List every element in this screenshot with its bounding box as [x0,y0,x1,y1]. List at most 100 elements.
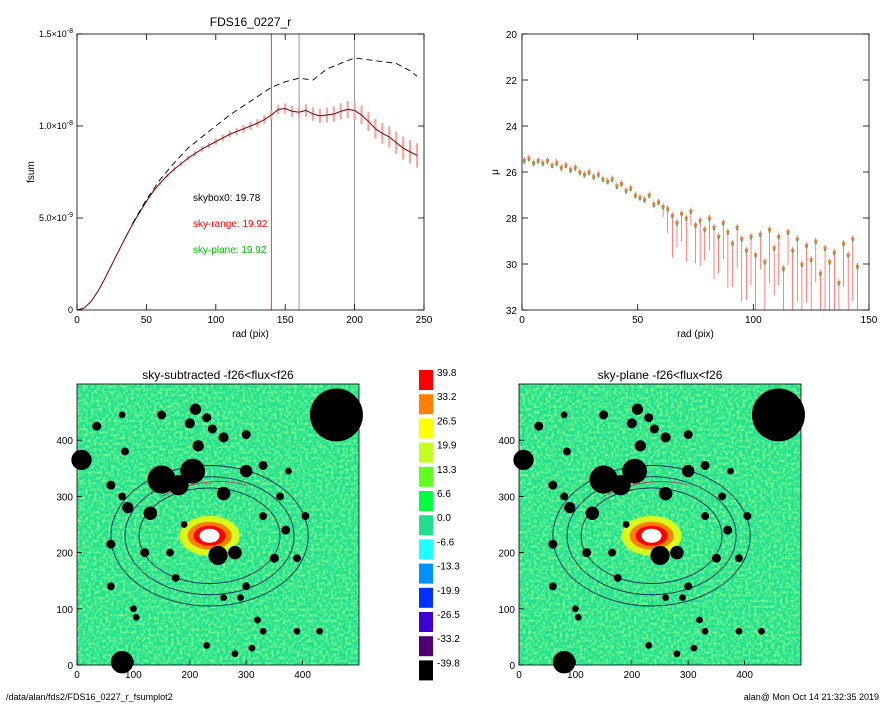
mask-blob [700,460,710,470]
colorbar-label: -13.3 [437,562,460,573]
mu-data-point [763,260,767,264]
mu-data-point [629,186,633,190]
mu-data-point [712,225,716,229]
fsum-profile-plot: FDS16_0227_r 0 50 100 150 200 250 0 5.0×10-9 1.0×… [26,15,433,340]
isophote-ellipse [110,465,309,607]
mu-data-point [582,172,586,176]
colorbar-swatch [419,636,433,657]
mu-data-point-alt [745,251,748,254]
mask-blob [269,553,279,563]
mu-data-point-alt [574,168,577,171]
mu-data-point-alt [634,196,637,198]
mu-data-point [749,234,753,238]
mu-data-point [814,239,818,243]
mask-blob [735,627,743,635]
mask-blob [316,627,323,635]
mu-data-point-alt [796,239,799,242]
mu-data-point-alt [588,173,591,175]
mask-blob [92,421,102,431]
mask-blob [650,545,670,565]
colorbar-label: -19.9 [437,586,460,597]
mask-blob [626,418,637,429]
fsum-xtick-label: 50 [141,315,153,326]
image-ytick-label: 0 [67,661,73,672]
mask-blob [248,644,256,652]
mu-data-point [666,207,670,211]
mu-data-point [795,237,799,241]
mask-blob [192,440,204,452]
fsum-sky-annotation: sky-plane: 19.92 [193,245,267,256]
mask-blob [242,582,251,591]
fsum-xaxis-label: rad (pix) [232,329,269,340]
mask-blob [220,594,228,601]
mu-data-point [555,161,559,165]
fsum-ytick-label: 5.0×10-9 [39,212,73,223]
mask-blob [239,464,253,478]
mu-data-point-alt [851,239,854,242]
fsum-xtick-label: 200 [346,315,363,326]
mu-data-point [545,159,549,162]
mu-data-point-alt [560,168,563,171]
mu-data-point-alt [726,232,729,235]
mu-data-point-alt [551,166,554,169]
mu-data-point [758,232,762,236]
mu-data-point [587,170,591,174]
mask-blob [513,449,534,470]
mu-data-point-alt [662,207,665,210]
mask-blob [644,413,654,423]
mu-data-point-alt [541,163,544,166]
colorbar-swatch [419,491,433,511]
mu-data-point [855,264,859,268]
mu-data-point-alt [722,223,725,226]
mu-data-point-alt [773,248,776,251]
mu-data-point [735,225,739,229]
mask-blob [684,582,693,591]
galaxy-core [641,528,662,543]
mask-blob [582,548,592,558]
mu-data-point-alt [638,198,641,201]
mu-data-point [541,161,545,165]
mu-data-point [610,177,614,181]
image-ytick-label: 200 [498,549,515,560]
mask-blob [106,539,116,549]
mu-data-point [536,159,540,162]
mu-data-point [633,193,637,197]
mask-blob [122,502,134,514]
mu-data-point [772,246,776,250]
mu-data-point-alt [652,205,655,208]
mu-yaxis-label: μ [490,169,501,175]
mask-blob [735,554,743,563]
mask-blob [71,449,92,470]
mask-blob [622,521,630,528]
mu-data-point [661,205,665,208]
mask-blob [670,545,684,560]
mu-data-point-alt [555,163,558,166]
mask-blob [679,594,686,601]
mu-data-point [606,179,610,183]
colorbar-swatch [419,466,433,487]
mu-data-point [777,234,781,238]
mask-blob [548,480,558,490]
mu-data-point-alt [597,175,600,178]
mu-data-point-alt [620,184,623,187]
mu-profile-plot: 0 50 100 150 20 22 24 26 28 30 32 rad (pix) μ [490,30,878,340]
mu-xaxis-label: rad (pix) [677,329,714,340]
mu-data-point-alt [708,219,711,221]
mu-data-point-alt [717,237,720,240]
mask-blob [171,573,180,582]
mu-data-point [703,228,707,231]
galaxy-core [199,528,220,543]
mask-blob [168,475,189,496]
fsum-plot-title: FDS16_0227_r [210,15,291,29]
isophote-ellipse [138,487,281,584]
colorbar-label: -6.6 [437,537,455,548]
isophote-arc [161,481,247,497]
colorbar-swatch [419,587,433,608]
mu-data-point-alt [537,161,540,164]
colorbar-swatch [419,660,433,681]
mu-data-point-alt [532,163,535,166]
mask-blob [120,447,129,456]
mask-blob [727,467,734,475]
mask-blob [231,650,239,658]
